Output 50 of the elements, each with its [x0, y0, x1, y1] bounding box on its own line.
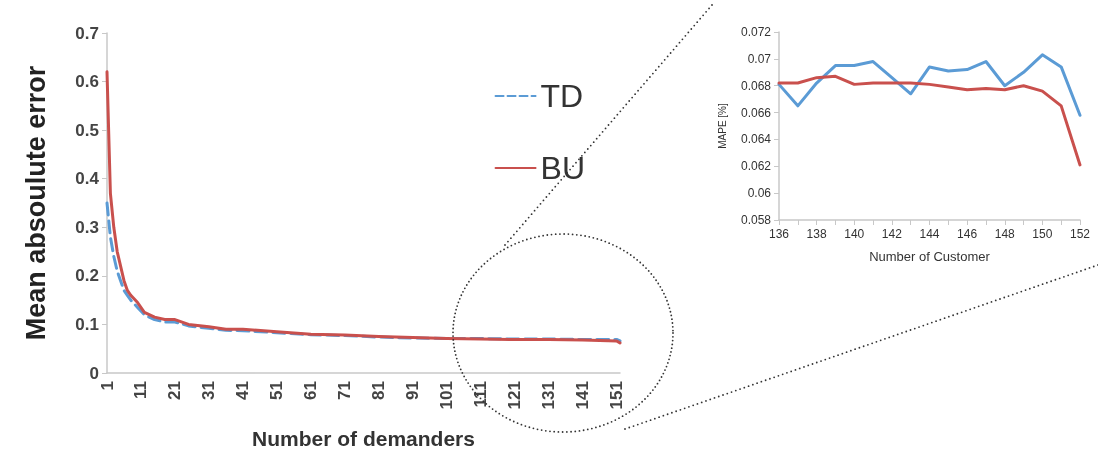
y-tick-label: 0.06 — [747, 186, 772, 201]
y-tick-label: 0.5 — [75, 120, 99, 140]
x-tick-label: 101 — [437, 381, 457, 410]
y-tick-label: 0.072 — [740, 25, 772, 39]
x-tick-label: 150 — [1032, 227, 1053, 241]
line-series — [777, 74, 1082, 167]
y-tick-label: 0.1 — [75, 314, 99, 334]
line-series — [777, 53, 1082, 117]
y-tick-label: 0.4 — [75, 169, 100, 189]
x-tick-label: 146 — [957, 227, 978, 241]
x-tick-label: 81 — [369, 381, 389, 400]
legend-label: TD — [540, 78, 584, 114]
x-tick-label: 61 — [301, 381, 321, 400]
y-tick-label: 0.058 — [740, 213, 772, 227]
x-tick-label: 91 — [403, 381, 423, 400]
x-tick-label: 11 — [131, 381, 151, 399]
x-tick-label: 131 — [539, 381, 559, 410]
x-tick-label: 111 — [471, 381, 491, 408]
y-axis-title: Mean absoulute error — [20, 65, 51, 341]
x-tick-label: 1 — [97, 381, 117, 391]
x-tick-label: 121 — [505, 381, 525, 410]
y-tick-label: 0.2 — [75, 266, 99, 286]
y-tick-label: 0.066 — [740, 105, 772, 120]
x-tick-label: 142 — [881, 227, 903, 241]
x-tick-label: 138 — [806, 227, 827, 241]
y-tick-label: 0.3 — [75, 217, 99, 237]
x-tick-label: 136 — [768, 227, 790, 241]
y-tick-label: 0.6 — [75, 72, 99, 92]
x-tick-label: 141 — [573, 381, 593, 410]
x-tick-label: 152 — [1069, 227, 1091, 241]
x-tick-label: 144 — [919, 227, 940, 241]
line-series — [105, 70, 622, 345]
x-tick-label: 71 — [335, 381, 355, 400]
y-axis-title: MAPE [%] — [716, 103, 728, 149]
y-tick-label: 0 — [89, 363, 99, 383]
x-tick-label: 41 — [233, 381, 253, 400]
y-tick-label: 0.07 — [747, 51, 772, 66]
legend-label: BU — [540, 150, 585, 186]
x-axis-title: Number of demanders — [252, 427, 475, 450]
x-axis-title: Number of Customer — [869, 249, 991, 264]
x-tick-label: 31 — [199, 381, 219, 400]
y-tick-label: 0.068 — [740, 78, 772, 93]
y-tick-label: 0.7 — [75, 23, 99, 43]
x-tick-label: 51 — [267, 381, 287, 400]
y-tick-label: 0.062 — [740, 159, 772, 174]
x-tick-label: 148 — [994, 227, 1016, 241]
x-tick-label: 151 — [607, 381, 627, 410]
x-tick-label: 21 — [165, 381, 185, 400]
x-tick-label: 140 — [844, 227, 865, 241]
y-tick-label: 0.064 — [740, 132, 772, 147]
